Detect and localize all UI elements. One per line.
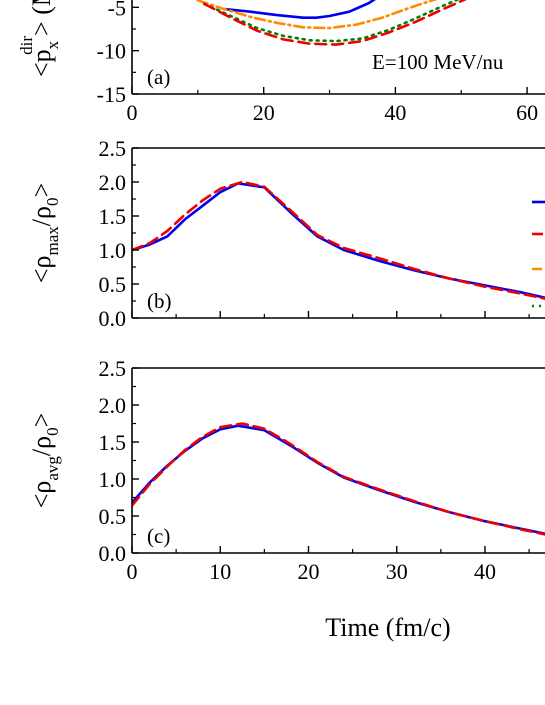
series-line-4 [203, 0, 467, 46]
y-axis-title-sub2: 0 [43, 198, 62, 207]
x-tick-label: 20 [297, 559, 319, 584]
y-axis-title-rest: > [27, 183, 56, 198]
x-tick-label: 40 [384, 100, 406, 125]
series-line-2 [196, 0, 438, 30]
y-axis-title-main: <p [27, 49, 56, 77]
y-axis-title-slash: /ρ [27, 436, 56, 456]
y-axis-title-sub: max [43, 226, 62, 256]
panel-a: -15 -10 -5 0 20 40 60 (a) E=100 MeV/nu <pxdir> (M [17, 0, 545, 125]
y-tick-label: 2.5 [99, 136, 127, 161]
y-tick-label: 0.0 [99, 306, 127, 331]
x-tick-label: 60 [516, 100, 538, 125]
y-axis-title-main: <ρ [27, 256, 56, 284]
y-tick-label: 1.0 [99, 467, 127, 492]
x-tick-label: 20 [253, 100, 275, 125]
y-tick-label: -10 [97, 39, 126, 64]
y-axis-title-slash: /ρ [27, 206, 56, 226]
panel-c: 0.00.51.01.52.02.50 10 20 30 40(c)<ρavg/ρ0>T… [27, 356, 545, 642]
y-axis-title: <ρavg/ρ0> [27, 413, 62, 509]
y-tick-label: 2.0 [99, 393, 127, 418]
series-line-2 [132, 422, 545, 536]
y-tick-label: 1.0 [99, 238, 127, 263]
y-tick-label: 1.5 [99, 430, 127, 455]
y-axis-title-rest: > (M [27, 0, 56, 36]
y-axis-title: <pxdir> (M [17, 0, 62, 77]
x-tick-label: 10 [209, 559, 231, 584]
x-axis-title: Time (fm/c) [325, 613, 450, 642]
x-tick-label: 30 [386, 559, 408, 584]
panel-b: 0.0 0.5 1.0 1.5 2.0 2.5 (b) <ρmax/ρ0> [27, 136, 545, 331]
y-axis-title-sup: dir [17, 36, 36, 55]
y-axis-title-sub2: 0 [43, 427, 62, 436]
x-tick-label: 40 [474, 559, 496, 584]
energy-annotation: E=100 MeV/nu [372, 50, 504, 74]
legend [532, 200, 545, 308]
y-axis-title-rest: > [27, 413, 56, 428]
y-tick-label: 2.0 [99, 170, 127, 195]
x-tick-label: 0 [127, 100, 138, 125]
panel-label: (b) [147, 289, 172, 313]
panel-label: (a) [147, 65, 170, 89]
y-tick-label: -5 [108, 0, 126, 20]
y-tick-label: 1.5 [99, 204, 127, 229]
y-tick-label: 0.5 [99, 504, 127, 529]
y-tick-label: 2.5 [99, 356, 127, 381]
series-line-3 [203, 0, 460, 43]
y-axis-title: <ρmax/ρ0> [27, 183, 62, 283]
y-tick-label: 0.0 [99, 541, 127, 566]
series-line-1 [132, 182, 545, 300]
y-axis-title-main: <ρ [27, 481, 56, 509]
series-line-1 [222, 0, 376, 20]
series-line-2 [132, 180, 545, 300]
panel-label: (c) [147, 524, 170, 548]
y-tick-label: -15 [97, 82, 126, 107]
y-axis-title-sub: x [43, 40, 62, 49]
x-tick-label: 0 [127, 559, 138, 584]
y-tick-label: 0.5 [99, 272, 127, 297]
y-axis-title-sub: avg [43, 456, 62, 481]
